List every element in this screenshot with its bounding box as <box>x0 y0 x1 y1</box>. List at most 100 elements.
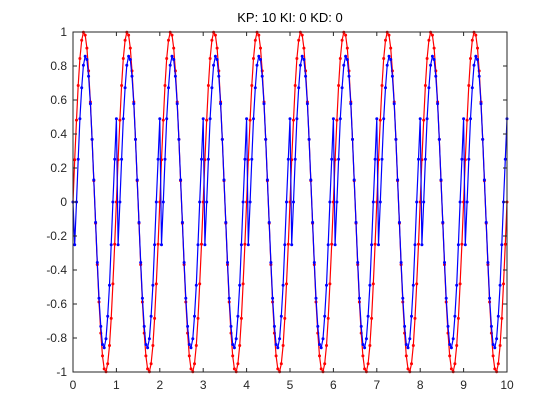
data-point <box>380 84 384 87</box>
data-point <box>109 243 113 247</box>
data-point <box>489 324 493 328</box>
data-point <box>215 58 219 61</box>
data-point <box>410 362 413 366</box>
data-point <box>404 354 408 358</box>
data-point <box>352 178 356 182</box>
data-point <box>104 337 108 341</box>
data-point <box>340 38 344 42</box>
data-point <box>220 137 224 141</box>
data-point <box>368 344 372 347</box>
data-point <box>102 346 106 350</box>
data-point <box>210 86 214 90</box>
x-tick-label: 4 <box>243 378 250 392</box>
data-point <box>449 367 453 371</box>
data-point <box>380 157 384 161</box>
data-point <box>496 362 500 366</box>
data-point <box>423 157 427 161</box>
data-point <box>297 86 301 90</box>
data-point <box>274 354 278 358</box>
data-point <box>493 367 497 371</box>
data-point <box>305 102 309 106</box>
data-point <box>180 220 184 224</box>
data-point <box>146 346 150 350</box>
data-point <box>318 354 321 358</box>
data-point <box>417 242 420 246</box>
data-point <box>333 243 337 247</box>
data-point <box>481 137 485 141</box>
y-tick-label: 0.2 <box>50 161 67 175</box>
data-point <box>364 337 368 341</box>
data-point <box>503 157 507 161</box>
x-axis: 0 1 2 3 4 5 6 7 8 9 10 <box>70 32 514 392</box>
data-point <box>87 74 91 78</box>
data-point <box>215 46 219 50</box>
chart-title: KP: 10 KI: 0 KD: 0 <box>237 10 343 25</box>
data-point <box>234 337 238 341</box>
data-point <box>147 337 151 341</box>
data-point <box>344 33 348 37</box>
data-point <box>212 63 216 67</box>
data-point <box>491 354 495 358</box>
data-point <box>238 283 242 287</box>
data-point <box>102 367 106 371</box>
data-point <box>307 137 311 141</box>
data-point <box>153 243 157 247</box>
data-point <box>238 344 242 347</box>
data-point <box>335 118 339 122</box>
data-point <box>168 63 172 67</box>
data-point <box>92 178 96 182</box>
x-tick-label: 10 <box>500 378 514 392</box>
data-point <box>196 316 200 320</box>
data-point <box>146 367 150 371</box>
data-point <box>279 362 283 366</box>
data-point <box>382 57 386 60</box>
data-point <box>269 261 273 264</box>
data-point <box>144 354 148 358</box>
data-point <box>217 74 221 78</box>
data-point <box>382 117 386 121</box>
data-point <box>144 343 148 346</box>
data-point <box>290 243 294 247</box>
data-point <box>363 346 367 350</box>
data-point <box>170 54 174 58</box>
data-point <box>281 344 285 347</box>
data-point <box>469 57 472 60</box>
data-point <box>465 200 469 204</box>
data-point <box>101 354 104 358</box>
data-point <box>279 314 283 318</box>
data-point <box>286 157 290 161</box>
data-point <box>456 243 460 247</box>
data-point <box>474 54 478 58</box>
x-tick-label: 2 <box>156 378 163 392</box>
data-point <box>493 346 497 350</box>
data-point <box>283 243 287 247</box>
data-point <box>165 57 169 60</box>
data-point <box>259 58 262 61</box>
data-point <box>477 74 481 78</box>
data-point <box>460 242 464 246</box>
data-point <box>293 84 297 87</box>
data-point <box>193 362 196 366</box>
data-point <box>502 282 505 286</box>
data-point <box>278 337 282 341</box>
data-point <box>337 157 341 161</box>
data-point <box>354 220 358 224</box>
data-point <box>415 200 419 204</box>
data-point <box>436 102 440 106</box>
data-point <box>420 243 424 247</box>
data-point <box>330 157 334 161</box>
data-point <box>363 367 367 371</box>
data-point <box>165 117 169 121</box>
data-point <box>415 282 419 286</box>
data-point <box>387 54 391 58</box>
data-point <box>191 337 195 341</box>
data-point <box>85 58 89 61</box>
data-point <box>463 243 467 247</box>
data-point <box>94 220 98 224</box>
data-point <box>390 74 394 78</box>
data-point <box>125 63 129 67</box>
data-point <box>403 324 407 328</box>
y-tick-label: -0.4 <box>46 263 67 277</box>
data-point <box>182 261 186 264</box>
data-point <box>300 54 304 58</box>
